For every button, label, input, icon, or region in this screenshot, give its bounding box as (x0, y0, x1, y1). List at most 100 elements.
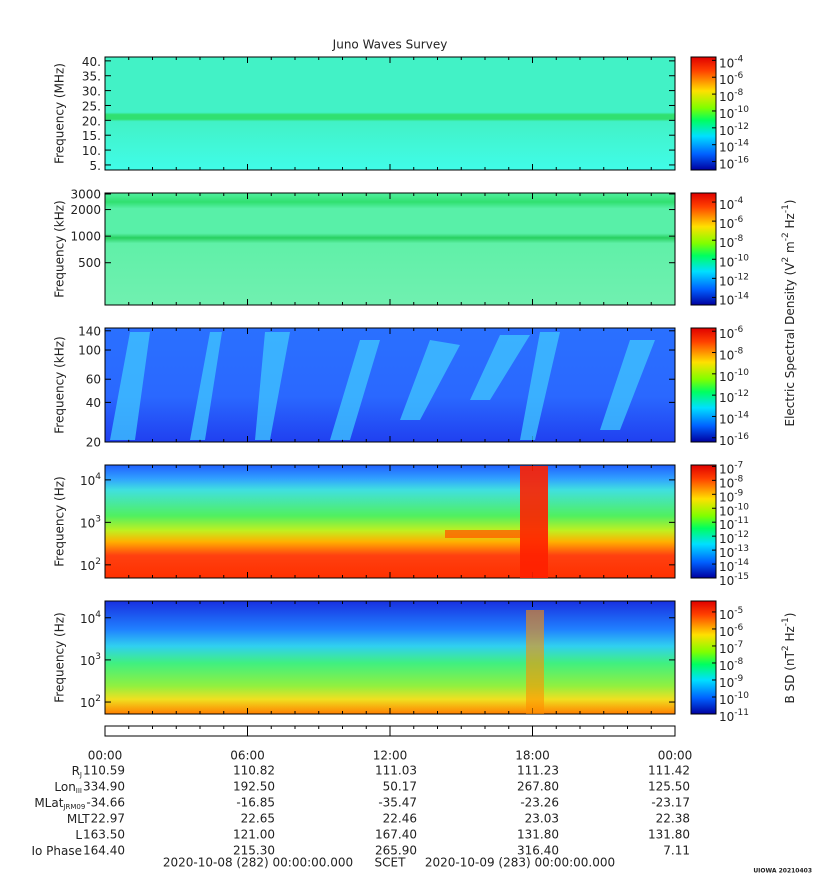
colorbar-tick-label: 10-12 (719, 530, 749, 546)
colorbar-tick-label: 10-10 (719, 690, 749, 706)
ephemeris-label: Io Phase (31, 844, 82, 858)
ephemeris-value: 215.30 (233, 844, 275, 858)
y-tick-label: 35. (82, 69, 101, 83)
y-axis-label: Frequency (kHz) (53, 200, 67, 297)
y-axis-label: Frequency (Hz) (53, 476, 67, 567)
ephemeris-value: -23.26 (520, 796, 559, 810)
plot-frame (104, 464, 676, 579)
ephemeris-label-base: MLT (67, 812, 90, 826)
colorbar-tick-label: 10-6 (719, 622, 744, 638)
colorbar (690, 192, 717, 306)
colorbar-tick-label-exp: -14 (734, 138, 749, 148)
colorbar-tick-label-base: 10 (719, 574, 734, 588)
emission-burst (526, 610, 544, 714)
colorbar-tick-label-exp: -8 (734, 474, 743, 484)
colorbar-label-part: B SD (nT (783, 650, 797, 703)
colorbar-label: Electric Spectral Density (V2 m-2 Hz-1) (781, 199, 797, 426)
colorbar-tick-label-exp: -6 (734, 71, 743, 81)
footer-stamp: UIOWA 20210403 (753, 868, 812, 875)
colorbar-tick-label-exp: -10 (734, 690, 749, 700)
y-tick-label: 25. (82, 99, 101, 113)
colorbar-tick-label: 10-8 (719, 656, 744, 672)
spectrogram (105, 465, 675, 578)
y-tick-label-base: 10 (80, 558, 95, 572)
colorbar-label-exp: -2 (781, 232, 791, 241)
colorbar-tick-label-exp: -6 (734, 622, 743, 632)
colorbar-tick-label-base: 10 (719, 123, 734, 137)
colorbar-tick-label-exp: -9 (734, 488, 743, 498)
ephemeris-label-base: Io Phase (31, 844, 82, 858)
colorbar-tick-label-base: 10 (719, 391, 734, 405)
y-tick-label: 15. (82, 129, 101, 143)
y-tick-label: 1000 (70, 230, 101, 244)
colorbar-tick-label-base: 10 (719, 462, 734, 476)
colorbar-tick-label: 10-10 (719, 367, 749, 383)
colorbar-tick-label-base: 10 (719, 692, 734, 706)
colorbar-tick-label-base: 10 (719, 255, 734, 269)
spectrogram (105, 601, 675, 714)
colorbar-tick-label-base: 10 (719, 56, 734, 70)
time-axis: 00:00 06:00 12:00 18:00 00:00 (88, 726, 692, 763)
y-tick-label-base: 5. (90, 158, 101, 172)
colorbar-tick-label-base: 10 (719, 73, 734, 87)
colorbar-tick-label: 10-8 (719, 88, 744, 104)
colorbar-tick-label-exp: -14 (734, 291, 749, 301)
colorbar-label-part: ) (783, 199, 797, 204)
spectrogram (105, 57, 675, 170)
colorbar-tick-label-exp: -6 (734, 325, 743, 335)
ephemeris-label-sub: J (79, 771, 82, 779)
time-tick-label: 18:00 (515, 749, 550, 763)
y-tick-label: 102 (80, 694, 101, 710)
plot-frame (104, 192, 676, 306)
footer-scet: SCET (375, 856, 407, 870)
ephemeris-label-base: L (75, 828, 82, 842)
colorbar-tick-label-exp: -16 (734, 431, 749, 441)
colorbar (690, 600, 717, 715)
colorbar-tick-label-base: 10 (719, 217, 734, 231)
ephemeris-value: 111.23 (517, 764, 559, 778)
colorbar-tick-label-base: 10 (719, 412, 734, 426)
colorbar-tick-label: 10-6 (719, 215, 744, 231)
colorbar-tick-label-base: 10 (719, 641, 734, 655)
y-tick-label-base: 10 (80, 696, 95, 710)
ephemeris-value: 23.03 (525, 812, 559, 826)
y-tick-label: 5. (90, 158, 101, 172)
colorbar-tick-label: 10-5 (719, 605, 743, 621)
y-tick-label-exp: 2 (95, 694, 101, 704)
colorbar-tick-label-exp: -8 (734, 88, 743, 98)
ephemeris-value: 125.50 (648, 780, 690, 794)
colorbar-tick-label-base: 10 (719, 369, 734, 383)
y-tick-label: 40. (82, 54, 101, 68)
ephemeris-label: LonIII (54, 780, 82, 796)
colorbar-tick-label: 10-15 (719, 572, 749, 588)
y-tick-label-base: 10 (80, 611, 95, 625)
colorbar-tick-label: 10-12 (719, 389, 749, 405)
plot-frame (104, 56, 676, 171)
y-tick-label: 103 (80, 514, 101, 530)
colorbar-tick-label: 10-9 (719, 673, 744, 689)
ephemeris-value: 7.11 (663, 844, 690, 858)
ephemeris-value: 110.59 (83, 764, 125, 778)
colorbar-tick-label-base: 10 (719, 140, 734, 154)
ephemeris-value: 110.82 (233, 764, 275, 778)
ephemeris-value: 267.80 (517, 780, 559, 794)
y-tick-label: 102 (80, 556, 101, 572)
colorbar-tick-label: 10-7 (719, 460, 743, 476)
colorbar-tick-label-base: 10 (719, 624, 734, 638)
y-tick-label: 30. (82, 84, 101, 98)
ephemeris-value: -23.17 (651, 796, 690, 810)
ephemeris-value: 163.50 (83, 828, 125, 842)
ephemeris-value: 22.65 (241, 812, 275, 826)
colorbar-label-exp: 2 (781, 257, 791, 263)
colorbar-tick-label: 10-13 (719, 544, 749, 560)
colorbar-label-exp: 2 (781, 645, 791, 651)
time-tick-label: 12:00 (373, 749, 408, 763)
spectrogram (105, 328, 675, 442)
colorbar-label: B SD (nT2 Hz-1) (781, 613, 797, 704)
y-tick-label-exp: 3 (95, 514, 101, 524)
colorbar-label-part: ) (783, 613, 797, 618)
y-tick-label: 500 (78, 256, 101, 270)
y-tick-label: 3000 (70, 188, 101, 202)
colorbar-tick-label-exp: -8 (734, 234, 743, 244)
